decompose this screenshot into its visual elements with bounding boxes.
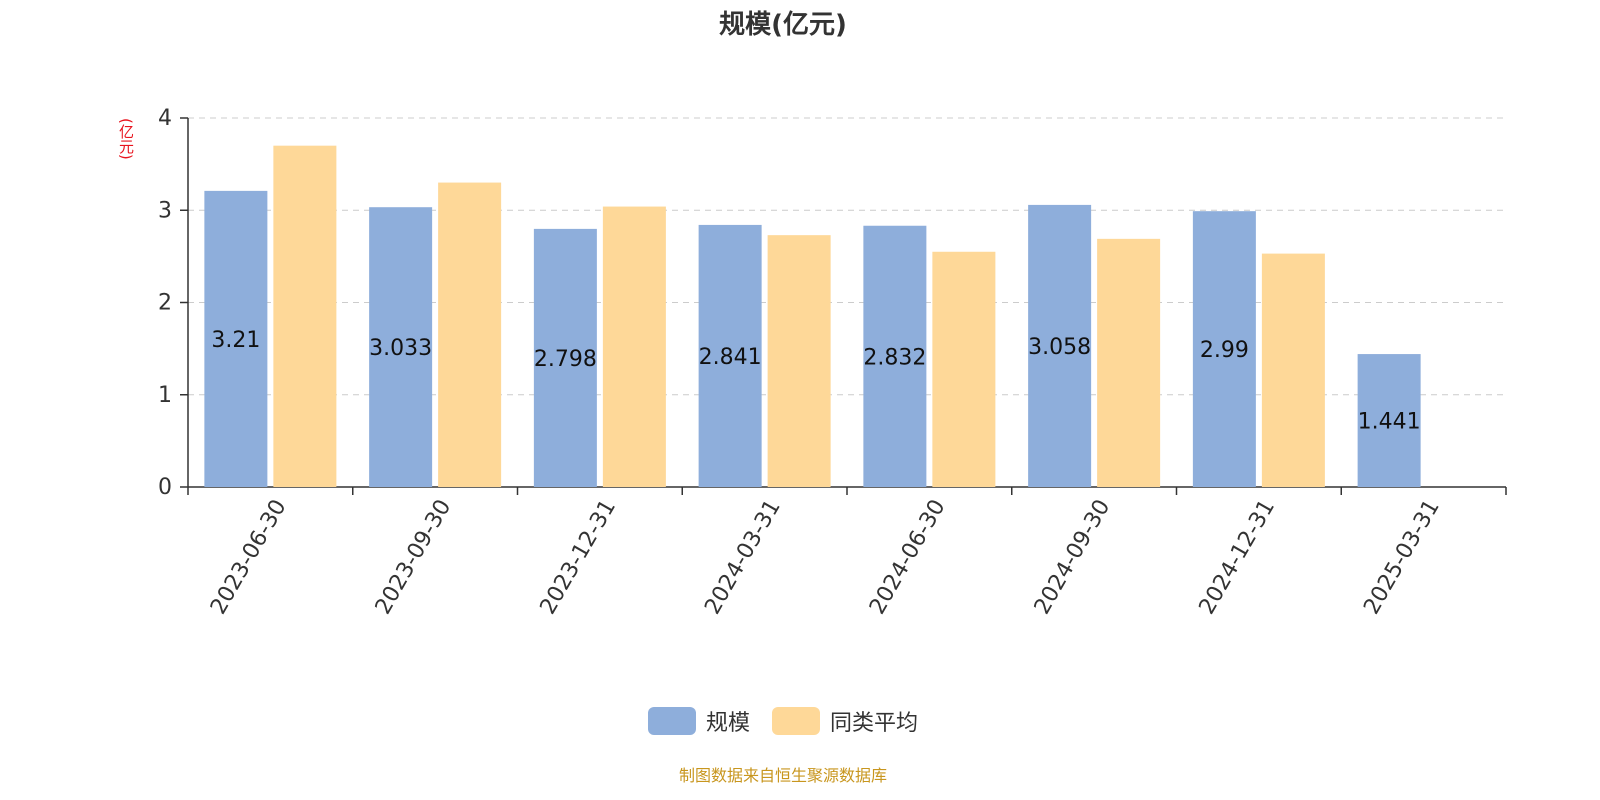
y-tick-label: 3 [158,198,172,223]
bar-peer-average [932,251,996,487]
x-tick-label: 2025-03-31 [1359,496,1445,619]
bar-peer-average [273,145,337,488]
bar-scale [204,190,268,487]
bar-scale [369,207,433,487]
bar-scale [1357,354,1421,487]
source-note: 制图数据来自恒生聚源数据库 [678,766,887,785]
legend-swatch-scale [647,707,696,735]
x-tick-label: 2024-06-30 [865,496,951,619]
y-tick-label: 2 [158,291,172,316]
bar-scale [533,228,597,487]
legend: 规模 同类平均 [0,705,1566,737]
chart-title: 规模(亿元) [719,10,847,40]
y-tick-label: 1 [158,383,172,408]
x-tick-label: 2024-12-31 [1194,496,1280,619]
y-tick-label: 4 [158,106,172,131]
data-label-scale: 3.21 [211,328,260,353]
data-label-scale: 2.832 [863,345,926,370]
x-tick-label: 2023-06-30 [206,496,292,619]
bar-peer-average [767,235,831,487]
data-label-scale: 3.033 [369,336,432,361]
x-tick-label: 2023-12-31 [535,496,621,619]
legend-swatch-peer-average [772,707,820,735]
bar-peer-average [1261,253,1325,487]
data-label-scale: 2.798 [534,347,597,372]
x-tick-label: 2024-03-31 [700,496,786,619]
data-label-scale: 1.441 [1358,410,1421,435]
data-label-scale: 3.058 [1028,335,1091,360]
bar-scale [698,224,762,487]
bar-scale [1028,204,1092,487]
bar-scale [863,225,927,488]
legend-item-peer-average[interactable]: 同类平均 [772,705,918,737]
bar-peer-average [602,206,666,487]
y-axis-unit-label: (亿元) [117,118,135,160]
legend-label-peer-average: 同类平均 [830,711,919,736]
x-tick-label: 2024-09-30 [1030,496,1116,619]
legend-item-scale[interactable]: 规模 [647,705,750,737]
y-tick-label: 0 [158,475,172,500]
data-label-scale: 2.99 [1200,338,1249,363]
bar-chart-plot: 0 1 2 3 4 3.21 2023-06-30 3.033 2023-09-30 2.798 2… [158,106,1507,619]
bar-scale [1192,211,1256,488]
data-label-scale: 2.841 [699,345,762,370]
legend-label-scale: 规模 [705,711,750,736]
x-tick-label: 2023-09-30 [371,496,457,619]
bar-peer-average [438,182,502,487]
bar-peer-average [1097,238,1161,487]
